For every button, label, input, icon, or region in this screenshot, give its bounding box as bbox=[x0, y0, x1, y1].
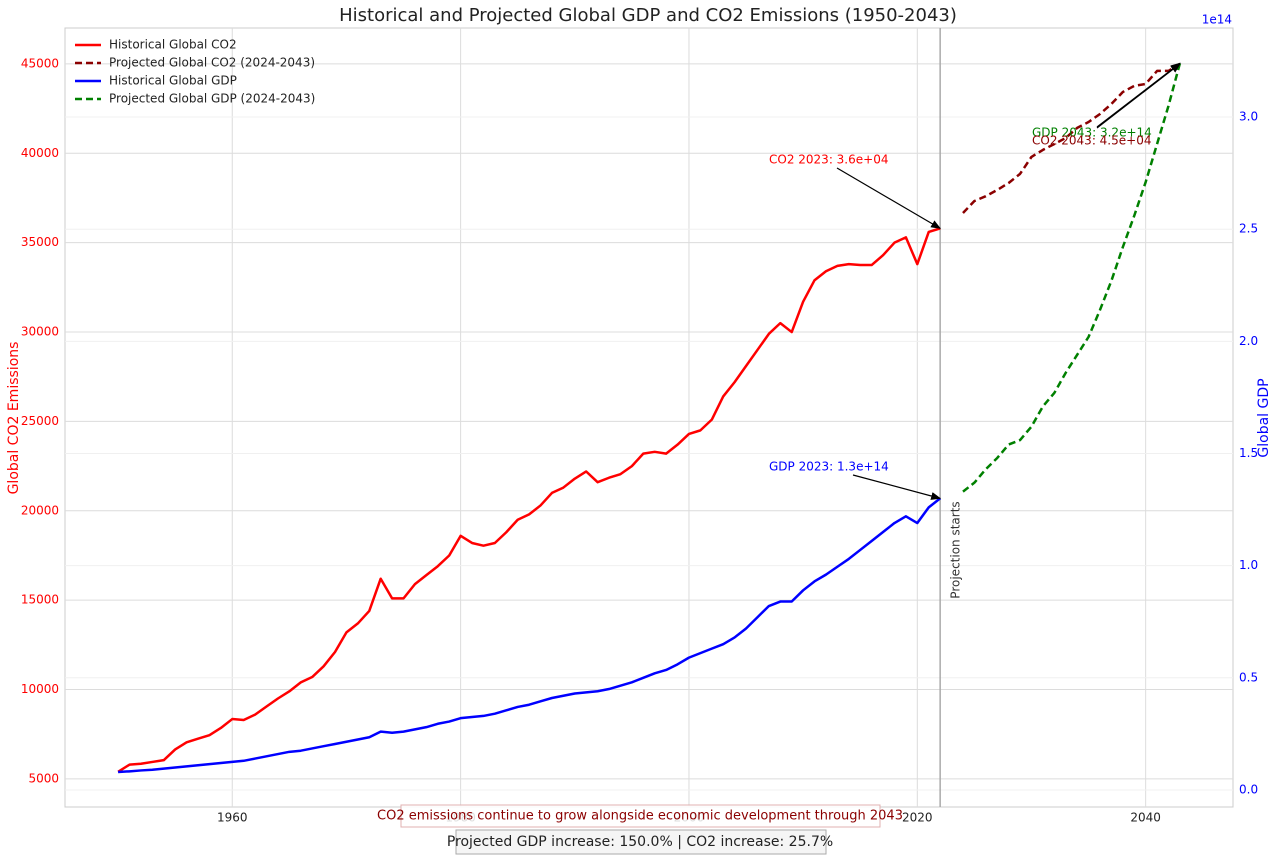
y-tick-label: 10000 bbox=[21, 682, 59, 696]
annotation-text: GDP 2043: 3.2e+14 bbox=[1032, 126, 1152, 140]
y-tick-label: 15000 bbox=[21, 593, 59, 607]
y2-tick-label: 0.0 bbox=[1239, 782, 1258, 796]
series-line bbox=[117, 227, 941, 773]
summary-box bbox=[455, 829, 827, 855]
y2-tick-label: 1.5 bbox=[1239, 446, 1258, 460]
y2-tick-label: 2.5 bbox=[1239, 222, 1258, 236]
summary-text: Projected GDP increase: 150.0% | CO2 inc… bbox=[447, 834, 833, 850]
annotation-arrow bbox=[836, 167, 942, 229]
x-tick-label: 2040 bbox=[1130, 811, 1161, 825]
projection-label: Projection starts bbox=[949, 501, 963, 598]
annotation-text: CO2 2023: 3.6e+04 bbox=[769, 153, 888, 167]
y-tick-label: 25000 bbox=[21, 414, 59, 428]
legend-label: Historical Global CO2 bbox=[109, 38, 237, 52]
note-box bbox=[400, 804, 881, 828]
y-tick-label: 20000 bbox=[21, 503, 59, 517]
chart-title: Historical and Projected Global GDP and … bbox=[339, 5, 957, 26]
annotation-arrow bbox=[852, 474, 942, 500]
y2-tick-label: 3.0 bbox=[1239, 110, 1258, 124]
y-tick-label: 40000 bbox=[21, 146, 59, 160]
y-tick-label: 30000 bbox=[21, 325, 59, 339]
note-text: CO2 emissions continue to grow alongside… bbox=[377, 809, 903, 824]
y-tick-label: 5000 bbox=[28, 771, 59, 785]
y2-tick-label: 2.0 bbox=[1239, 334, 1258, 348]
y-tick-label: 45000 bbox=[21, 56, 59, 70]
annotation-text: GDP 2023: 1.3e+14 bbox=[769, 460, 889, 474]
legend-label: Projected Global CO2 (2024-2043) bbox=[109, 56, 315, 70]
y2-offset-label: 1e14 bbox=[1202, 13, 1232, 27]
y-axis-label: Global CO2 Emissions bbox=[6, 342, 22, 495]
y-tick-label: 35000 bbox=[21, 235, 59, 249]
annotation-arrow bbox=[1096, 62, 1181, 128]
y2-axis-label: Global GDP bbox=[1256, 378, 1272, 457]
y2-tick-label: 1.0 bbox=[1239, 558, 1258, 572]
series-line bbox=[962, 62, 1182, 493]
legend-label: Projected Global GDP (2024-2043) bbox=[109, 92, 315, 106]
x-tick-label: 1960 bbox=[217, 811, 248, 825]
annotation-text: CO2 2043: 4.5e+04 bbox=[1032, 134, 1151, 148]
series-line bbox=[118, 497, 941, 774]
legend-label: Historical Global GDP bbox=[109, 74, 237, 88]
x-tick-label: 2020 bbox=[902, 811, 933, 825]
annotation-arrow bbox=[1096, 63, 1181, 129]
series-line bbox=[962, 62, 1181, 214]
y2-tick-label: 0.5 bbox=[1239, 670, 1258, 684]
